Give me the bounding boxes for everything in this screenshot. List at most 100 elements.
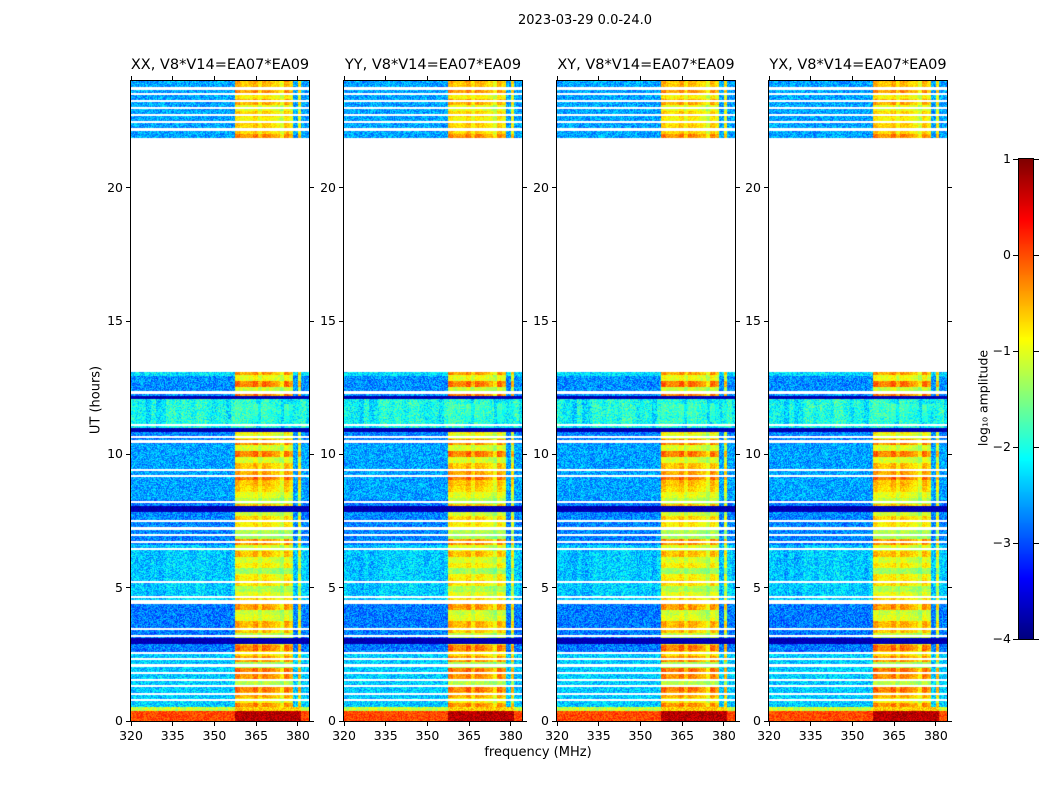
y-tick (948, 587, 952, 589)
colorbar-tick-label: −1 (992, 343, 1011, 358)
y-tick-label: 15 (745, 313, 761, 328)
y-tick (552, 320, 556, 322)
y-tick-label: 5 (115, 579, 123, 595)
x-tick (426, 76, 428, 80)
y-tick-label: 20 (107, 179, 123, 195)
x-tick (343, 722, 345, 726)
x-tick (130, 76, 132, 80)
y-tick (764, 587, 768, 589)
x-tick (768, 76, 770, 80)
y-tick (339, 587, 343, 589)
x-tick (297, 76, 299, 80)
y-tick (948, 187, 952, 189)
x-tick (810, 76, 812, 80)
x-tick (851, 76, 853, 80)
x-tick-label: 365 (244, 728, 269, 743)
colorbar-tick (1034, 638, 1039, 640)
y-tick-label: 20 (320, 179, 336, 195)
x-tick (343, 76, 345, 80)
figure-title: 2023-03-29 0.0-24.0 (518, 13, 652, 28)
colorbar-tick (1013, 158, 1018, 160)
y-tick-label: 10 (107, 446, 123, 462)
y-tick (736, 320, 740, 322)
y-tick-label: 0 (753, 713, 761, 728)
colorbar-label: log₁₀ amplitude (975, 349, 991, 447)
y-tick-label: 10 (745, 446, 761, 462)
colorbar-tick (1013, 350, 1018, 352)
y-tick-label: 20 (533, 179, 549, 195)
y-tick-label: 5 (541, 579, 549, 595)
x-tick (255, 76, 257, 80)
y-tick (552, 587, 556, 589)
x-tick (681, 76, 683, 80)
x-tick-label: 320 (119, 728, 143, 743)
x-tick (935, 722, 937, 726)
x-tick (723, 722, 725, 726)
x-tick (213, 722, 215, 726)
spectrogram-canvas-xx (131, 81, 309, 721)
y-tick (764, 720, 768, 722)
x-tick (893, 76, 895, 80)
y-tick (948, 720, 952, 722)
x-tick-label: 335 (160, 728, 185, 743)
y-tick (126, 587, 130, 589)
x-tick (639, 722, 641, 726)
panel-yy: YY, V8*V14=EA07*EA09 320 335 350 365 380 0 5 10… (320, 57, 527, 743)
x-tick-label: 350 (628, 728, 653, 743)
y-tick (523, 320, 527, 322)
y-tick (552, 720, 556, 722)
spectrogram-canvas-yy (344, 81, 522, 721)
y-tick (126, 720, 130, 722)
x-tick-label: 335 (798, 728, 823, 743)
colorbar-tick (1013, 638, 1018, 640)
y-tick-label: 15 (107, 313, 123, 328)
x-tick-label: 320 (757, 728, 781, 743)
x-tick (255, 722, 257, 726)
y-tick (339, 320, 343, 322)
y-tick-label: 5 (753, 579, 761, 595)
y-tick (523, 587, 527, 589)
x-tick (893, 722, 895, 726)
colorbar-canvas (1019, 159, 1033, 639)
y-axis-label: UT (hours) (88, 365, 104, 435)
colorbar-tick-label: 0 (1003, 247, 1011, 262)
x-tick-label: 365 (882, 728, 907, 743)
x-tick (768, 722, 770, 726)
x-tick (213, 76, 215, 80)
colorbar-tick-label: 1 (1003, 151, 1011, 166)
x-tick (556, 76, 558, 80)
x-tick (426, 722, 428, 726)
colorbar-tick-label: −4 (992, 631, 1011, 646)
x-tick-label: 335 (373, 728, 398, 743)
y-tick (764, 320, 768, 322)
y-tick (310, 320, 314, 322)
spectrogram-canvas-xy (557, 81, 735, 721)
panel-title-xx: XX, V8*V14=EA07*EA09 (130, 57, 310, 73)
x-tick-label: 335 (586, 728, 611, 743)
y-tick (736, 187, 740, 189)
x-tick (385, 722, 387, 726)
x-axis-label: frequency (MHz) (484, 745, 592, 760)
y-tick (764, 187, 768, 189)
panel-yx: YX, V8*V14=EA07*EA09 320 335 350 365 380 0 5 10… (745, 57, 952, 743)
x-tick (130, 722, 132, 726)
y-tick-label: 20 (745, 179, 761, 195)
colorbar-tick-label: −2 (992, 439, 1011, 454)
x-tick (598, 722, 600, 726)
x-tick (851, 722, 853, 726)
x-tick (510, 76, 512, 80)
x-tick (468, 722, 470, 726)
y-tick (552, 187, 556, 189)
x-tick (556, 722, 558, 726)
y-tick (523, 720, 527, 722)
y-tick (736, 587, 740, 589)
x-tick-label: 320 (332, 728, 356, 743)
colorbar-tick (1013, 254, 1018, 256)
x-tick (468, 76, 470, 80)
x-tick (510, 722, 512, 726)
y-tick (339, 720, 343, 722)
colorbar-tick-label: −3 (992, 535, 1011, 550)
y-tick (736, 453, 740, 455)
colorbar: 1 0 −1 −2 −3 −4 (993, 151, 1039, 646)
